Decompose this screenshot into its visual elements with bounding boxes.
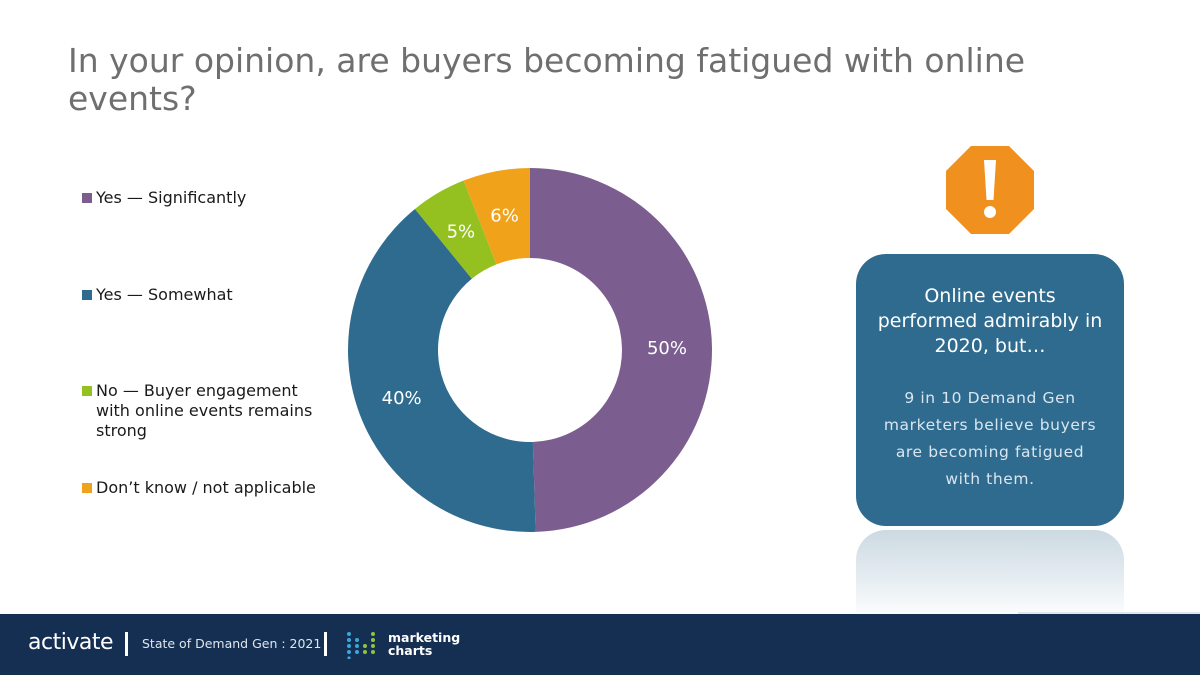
slice-label-significantly: 50% (647, 338, 687, 359)
legend-label: Yes — Significantly (96, 188, 247, 207)
callout-reflection (856, 530, 1124, 620)
callout-body: 9 in 10 Demand Gen marketers believe buy… (883, 389, 1097, 488)
legend-label: Yes — Somewhat (96, 285, 233, 304)
legend-item-dont-know: Don’t know / not applicable (82, 478, 336, 498)
brand-logo-text: activate (28, 630, 113, 655)
legend-swatch (82, 483, 92, 493)
legend-item-no: No — Buyer engagement with online events… (82, 381, 336, 441)
exclamation-octagon-icon (946, 146, 1034, 234)
donut-slice-dont-know (463, 168, 530, 265)
marketing-charts-logo-icon (347, 632, 375, 659)
partner-name: marketing charts (388, 631, 460, 657)
legend-item-significantly: Yes — Significantly (82, 188, 336, 208)
callout-box: Online events performed admirably in 202… (856, 254, 1124, 526)
partner-name-line1: marketing (388, 630, 461, 645)
donut-slice-significantly (530, 168, 713, 532)
legend-label: Don’t know / not applicable (96, 478, 316, 497)
donut-chart: 50% 40% 5% 6% (348, 168, 713, 532)
legend-label: No — Buyer engagement with online events… (96, 381, 313, 440)
legend-item-somewhat: Yes — Somewhat (82, 285, 336, 305)
slice-label-somewhat: 40% (382, 388, 422, 409)
slice-label-no: 5% (447, 222, 476, 243)
slice-label-dont-know: 6% (490, 205, 519, 226)
footer-divider (125, 632, 128, 656)
legend-swatch (82, 290, 92, 300)
page-title: In your opinion, are buyers becoming fat… (68, 41, 1026, 118)
footer-bar (0, 614, 1200, 675)
partner-name-line2: charts (388, 643, 433, 658)
legend-swatch (82, 193, 92, 203)
report-name: State of Demand Gen : 2021 (142, 636, 322, 651)
legend-swatch (82, 386, 92, 396)
footer-divider (324, 632, 327, 656)
donut-slice-no (414, 180, 497, 279)
donut-slice-somewhat (348, 208, 536, 532)
footer-accent-line (1018, 612, 1200, 614)
callout-headline: Online events performed admirably in 202… (877, 285, 1103, 357)
